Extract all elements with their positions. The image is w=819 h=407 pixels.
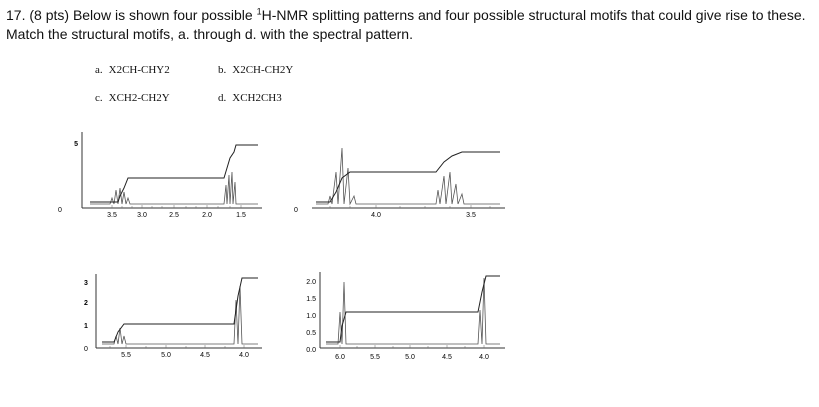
- question-points: (8 pts): [29, 7, 70, 23]
- motif-a-formula: X2CH-CHY2: [108, 64, 170, 76]
- y-tick-label: 0: [84, 346, 88, 353]
- x-tick-label: 5.5: [370, 354, 380, 361]
- integration-curve: [90, 144, 258, 203]
- x-tick-label: 3.5: [107, 212, 117, 219]
- x-tick-label: 4.0: [479, 354, 489, 361]
- spectrum-top-left: 5 0 3.5 3.0 2.5 2.0 1.5: [58, 132, 262, 219]
- x-tick-label: 5.5: [121, 352, 131, 359]
- x-tick-label: 5.0: [161, 352, 171, 359]
- x-tick-label: 4.0: [371, 212, 381, 219]
- integration-curve: [326, 275, 500, 343]
- x-tick-marks: [339, 345, 485, 348]
- x-tick-label: 6.0: [335, 354, 345, 361]
- y-tick-label: 1: [84, 323, 88, 330]
- motif-b-formula: X2CH-CH2Y: [232, 64, 294, 76]
- spectrum-bottom-left: 3 2 1 0 5.5 5.0 4.5 4.0: [84, 274, 262, 359]
- spectrum-bottom-right: 2.0 1.5 1.0 0.5 0.0 6.0 5.5 5.0 4.5 4.0: [306, 272, 505, 361]
- x-tick-label: 1.5: [236, 212, 246, 219]
- motif-c-formula: XCH2-CH2Y: [108, 92, 170, 104]
- integration-curve: [316, 151, 500, 203]
- motif-b: b. X2CH-CH2Y: [218, 64, 293, 76]
- x-tick-label: 3.0: [137, 212, 147, 219]
- y-tick-label: 0: [58, 207, 62, 214]
- x-tick-marks: [111, 205, 242, 208]
- x-tick-label: 4.5: [442, 354, 452, 361]
- spectrum-trace: [102, 285, 258, 345]
- motif-c: c. XCH2-CH2Y: [95, 92, 170, 104]
- x-tick-label: 5.0: [405, 354, 415, 361]
- question-body-end: H-NMR splitting patterns and four possib…: [6, 7, 806, 42]
- motif-a-letter: a.: [95, 64, 103, 76]
- x-tick-label: 4.0: [239, 352, 249, 359]
- x-tick-label: 2.0: [202, 212, 212, 219]
- y-tick-label: 5: [74, 141, 78, 148]
- x-tick-marks: [109, 345, 245, 348]
- spectrum-trace: [326, 277, 500, 345]
- y-tick-label: 2: [84, 300, 88, 307]
- spectrum-top-right: 0 4.0 3.5: [294, 147, 505, 219]
- spectrum-trace: [316, 147, 500, 206]
- question-text: 17. (8 pts) Below is shown four possible…: [6, 6, 806, 44]
- x-tick-marks: [329, 205, 491, 208]
- question-number: 17.: [6, 7, 26, 23]
- motif-d-formula: XCH2CH3: [232, 92, 282, 104]
- motif-c-letter: c.: [95, 92, 103, 104]
- y-tick-label: 2.0: [306, 279, 316, 286]
- superscript-one: 1: [256, 6, 262, 17]
- y-tick-label: 0: [294, 207, 298, 214]
- motif-b-letter: b.: [218, 64, 227, 76]
- y-tick-labels: 2.0 1.5 1.0 0.5 0.0: [306, 279, 316, 354]
- question-body-start: Below is shown four possible: [72, 7, 253, 23]
- motif-d: d. XCH2CH3: [218, 92, 282, 104]
- x-tick-label: 4.5: [200, 352, 210, 359]
- spectrum-trace: [90, 171, 258, 205]
- motif-a: a. X2CH-CHY2: [95, 64, 170, 76]
- integration-curve: [102, 277, 258, 343]
- x-tick-label: 2.5: [169, 212, 179, 219]
- y-tick-label: 3: [84, 280, 88, 287]
- x-tick-label: 3.5: [466, 212, 476, 219]
- y-tick-label: 0.5: [306, 330, 316, 337]
- y-tick-label: 1.0: [306, 313, 316, 320]
- y-tick-label: 1.5: [306, 296, 316, 303]
- motif-d-letter: d.: [218, 92, 227, 104]
- y-tick-label: 0.0: [306, 347, 316, 354]
